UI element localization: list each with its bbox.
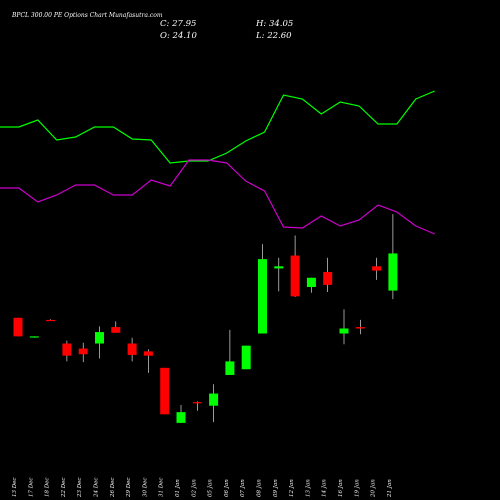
x-tick-label: 14 Jan bbox=[322, 479, 328, 497]
x-tick-label: 01 Jan bbox=[175, 479, 181, 497]
x-tick-label: 05 Jan bbox=[208, 479, 214, 497]
x-axis-labels: 13 Dec 17 Dec 18 Dec 22 Dec 23 Dec 24 Dec 26 D… bbox=[12, 478, 393, 499]
x-tick-label: 13 Dec bbox=[12, 478, 18, 498]
candle bbox=[241, 345, 251, 370]
high-value: H: 34.05 bbox=[256, 19, 294, 29]
candle-body bbox=[209, 393, 219, 406]
candle bbox=[176, 405, 186, 423]
candle bbox=[339, 309, 349, 345]
chart-title: BPCL 300.00 PE Options Chart Munafasutra… bbox=[12, 12, 163, 19]
candle-body bbox=[160, 367, 170, 415]
x-tick-label: 07 Jan bbox=[240, 479, 246, 497]
candle bbox=[192, 401, 202, 411]
candle bbox=[95, 326, 104, 359]
candle-body bbox=[95, 332, 104, 344]
lower-line-series bbox=[0, 159, 435, 235]
candle-body bbox=[176, 412, 186, 423]
upper-line-series bbox=[0, 90, 435, 164]
candle bbox=[388, 214, 398, 300]
candle bbox=[323, 257, 333, 293]
lower-indicator-line bbox=[0, 159, 435, 235]
candle bbox=[78, 342, 88, 363]
upper-indicator-line bbox=[0, 90, 435, 164]
candle-body bbox=[46, 319, 56, 322]
x-tick-label: 21 Jan bbox=[387, 479, 393, 498]
x-tick-label: 16 Jan bbox=[338, 479, 344, 497]
candle bbox=[29, 336, 39, 338]
candle-body bbox=[111, 327, 121, 333]
candle-body bbox=[355, 327, 365, 329]
candle bbox=[143, 349, 153, 373]
x-tick-label: 09 Jan bbox=[273, 479, 279, 497]
candle-body bbox=[143, 351, 153, 356]
candle bbox=[62, 340, 72, 362]
x-tick-label: 18 Dec bbox=[45, 478, 51, 498]
candle-body bbox=[241, 345, 251, 370]
candle-body bbox=[13, 317, 23, 337]
x-tick-label: 19 Jan bbox=[354, 479, 360, 497]
x-tick-label: 30 Dec bbox=[142, 478, 148, 498]
x-tick-label: 24 Dec bbox=[94, 478, 100, 499]
candle-body bbox=[225, 361, 235, 375]
candle bbox=[13, 317, 23, 337]
x-tick-label: 20 Jan bbox=[371, 479, 377, 498]
candle-body bbox=[258, 259, 267, 334]
candle-body bbox=[388, 253, 398, 291]
x-tick-label: 08 Jan bbox=[257, 479, 263, 497]
candle bbox=[225, 329, 235, 375]
x-tick-label: 12 Jan bbox=[289, 479, 295, 497]
candle bbox=[209, 384, 219, 423]
candle bbox=[127, 337, 137, 362]
close-value: C: 27.95 bbox=[160, 19, 197, 29]
x-tick-label: 13 Jan bbox=[305, 479, 311, 497]
low-value: L: 22.60 bbox=[256, 31, 292, 41]
candlestick-series bbox=[13, 214, 398, 423]
x-tick-label: 26 Dec bbox=[110, 478, 116, 499]
candle bbox=[160, 367, 170, 415]
x-tick-label: 22 Dec bbox=[61, 478, 67, 499]
x-tick-label: 29 Dec bbox=[126, 478, 132, 499]
x-tick-label: 17 Dec bbox=[28, 478, 34, 498]
x-tick-label: 06 Jan bbox=[224, 479, 230, 497]
x-tick-label: 31 Dec bbox=[159, 478, 165, 498]
x-tick-label: 23 Dec bbox=[77, 478, 83, 499]
candle bbox=[290, 235, 300, 298]
candle-body bbox=[29, 336, 39, 338]
candle-body bbox=[306, 277, 316, 288]
candle bbox=[355, 319, 365, 335]
candle bbox=[372, 257, 382, 280]
candle-body bbox=[339, 328, 349, 334]
candle-body bbox=[127, 343, 137, 355]
candle bbox=[306, 277, 316, 293]
candle-body bbox=[274, 266, 284, 269]
candle bbox=[274, 257, 284, 292]
candle-body bbox=[323, 272, 333, 285]
candle bbox=[111, 321, 121, 333]
candle bbox=[46, 319, 56, 322]
candle-body bbox=[78, 348, 88, 355]
candle-body bbox=[62, 343, 72, 356]
candle bbox=[258, 244, 267, 334]
x-tick-label: 02 Jan bbox=[191, 479, 197, 497]
open-value: O: 24.10 bbox=[160, 31, 197, 41]
candle-body bbox=[290, 255, 300, 297]
candle-body bbox=[192, 402, 202, 404]
candle-body bbox=[372, 266, 382, 271]
